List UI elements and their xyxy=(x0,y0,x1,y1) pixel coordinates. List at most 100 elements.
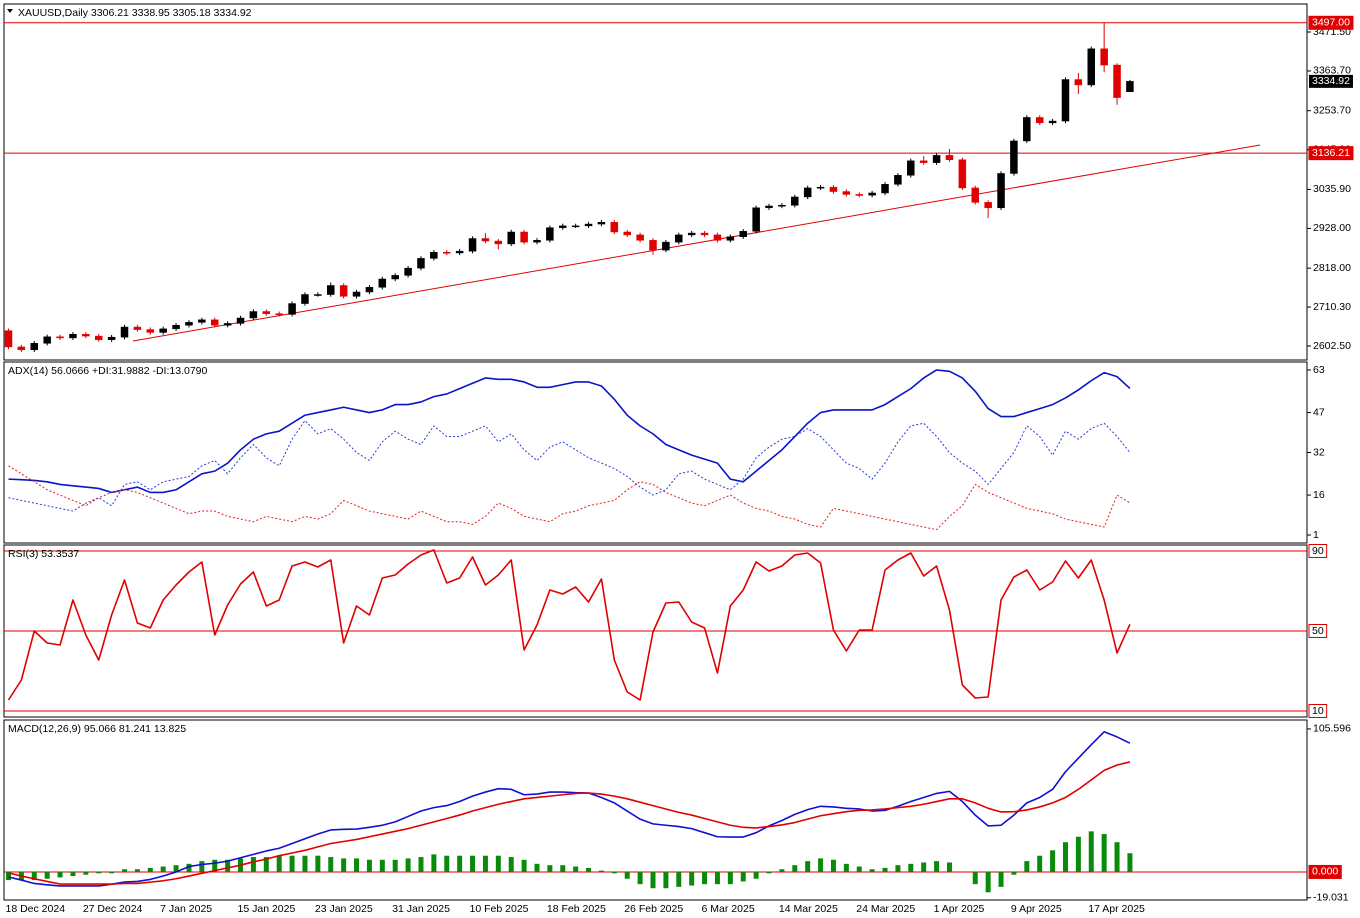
level-tag xyxy=(1308,146,1354,161)
histogram-bar xyxy=(134,869,140,872)
histogram-bar xyxy=(341,858,347,872)
candle-body xyxy=(1061,79,1070,122)
histogram-bar xyxy=(444,855,450,872)
histogram-bar xyxy=(160,866,166,872)
candle-body xyxy=(249,311,258,319)
histogram-bar xyxy=(289,855,295,872)
candle-body xyxy=(1126,81,1134,92)
candle-body xyxy=(778,205,786,207)
histogram-bar xyxy=(1011,871,1017,875)
indicator-line xyxy=(8,369,1131,494)
histogram-bar xyxy=(830,859,836,872)
candle-body xyxy=(855,194,863,196)
candle-body xyxy=(327,285,335,295)
x-tick-label: 27 Dec 2024 xyxy=(83,903,143,915)
histogram-bar xyxy=(1050,850,1056,872)
histogram-bar xyxy=(470,855,476,872)
histogram-bar xyxy=(31,871,37,881)
candle-body xyxy=(610,222,619,233)
histogram-bar xyxy=(921,862,927,872)
x-tick-label: 15 Jan 2025 xyxy=(238,903,296,915)
histogram-bar xyxy=(1101,834,1107,872)
candle-body xyxy=(417,258,425,269)
candle-body xyxy=(430,251,438,259)
pane-title: XAUUSD,Daily 3306.21 3338.95 3305.18 333… xyxy=(18,7,252,19)
pane-title: RSI(3) 53.3537 xyxy=(8,548,79,560)
histogram-bar xyxy=(96,871,102,874)
candle-body xyxy=(198,319,206,323)
candle-body xyxy=(288,303,296,315)
indicator-line xyxy=(7,549,1131,701)
candle-body xyxy=(210,319,219,326)
candle-body xyxy=(1048,120,1057,124)
candle-body xyxy=(365,287,374,293)
candle-body xyxy=(82,334,90,337)
x-tick-label: 10 Feb 2025 xyxy=(470,903,529,915)
histogram-bar xyxy=(1114,842,1120,872)
y-tick-label: 2710.30 xyxy=(1313,301,1351,313)
candle-body xyxy=(43,336,51,344)
y-tick-label: 2928.00 xyxy=(1313,222,1351,234)
histogram-bar xyxy=(908,863,914,872)
histogram-bar xyxy=(418,857,424,872)
histogram-bar xyxy=(1062,842,1068,872)
histogram-bar xyxy=(895,865,901,872)
candle-body xyxy=(1010,140,1018,174)
histogram-bar xyxy=(315,855,321,872)
indicator-line xyxy=(8,465,1131,531)
y-tick-label: 47 xyxy=(1313,406,1325,418)
level-tag xyxy=(1308,704,1328,718)
histogram-bar xyxy=(779,869,785,872)
y-tick-label: -19.031 xyxy=(1313,892,1349,904)
x-tick-label: 18 Dec 2024 xyxy=(6,903,66,915)
pane-frame xyxy=(3,3,1308,361)
candle-body xyxy=(881,184,889,194)
last-price-tag xyxy=(1309,74,1353,88)
y-tick-label: 63 xyxy=(1313,364,1325,376)
candle-body xyxy=(455,250,464,254)
level-label: 90 xyxy=(1312,545,1324,557)
candle-body xyxy=(971,187,979,203)
histogram-bar xyxy=(1037,855,1043,872)
candle-body xyxy=(932,155,941,163)
histogram-bar xyxy=(611,871,617,874)
histogram-bar xyxy=(328,857,334,872)
histogram-bar xyxy=(83,871,89,875)
candle-body xyxy=(868,192,876,196)
candle-body xyxy=(262,311,271,314)
y-tick-label: 1 xyxy=(1313,529,1319,541)
candle-body xyxy=(597,222,606,225)
histogram-bar xyxy=(173,865,179,872)
histogram-bar xyxy=(354,858,360,872)
histogram-bar xyxy=(263,857,269,872)
y-tick-label: 105.596 xyxy=(1313,723,1351,735)
indicator-line xyxy=(8,761,1131,885)
y-tick-label: 3253.70 xyxy=(1313,104,1351,116)
histogram-bar xyxy=(534,863,540,872)
histogram-bar xyxy=(186,863,192,872)
histogram-bar xyxy=(586,867,592,872)
histogram-bar xyxy=(6,871,11,881)
candle-body xyxy=(468,238,477,252)
candle-body xyxy=(816,186,825,189)
y-tick-label: 3035.90 xyxy=(1313,183,1351,195)
candle-body xyxy=(443,251,451,254)
histogram-bar xyxy=(637,871,643,885)
histogram-bar xyxy=(122,869,128,872)
histogram-bar xyxy=(392,859,398,872)
candle-body xyxy=(1113,64,1121,98)
histogram-bar xyxy=(225,859,231,872)
histogram-bar xyxy=(573,866,579,872)
candle-body xyxy=(159,328,167,333)
candle-body xyxy=(649,240,657,251)
candle-body xyxy=(945,155,954,160)
histogram-bar xyxy=(650,871,656,889)
candle-body xyxy=(120,326,129,338)
histogram-bar xyxy=(366,859,372,872)
histogram-bar xyxy=(714,871,720,885)
histogram-bar xyxy=(457,855,463,872)
x-tick-label: 18 Feb 2025 xyxy=(547,903,606,915)
candle-body xyxy=(919,160,928,163)
y-tick-label: 16 xyxy=(1313,489,1325,501)
